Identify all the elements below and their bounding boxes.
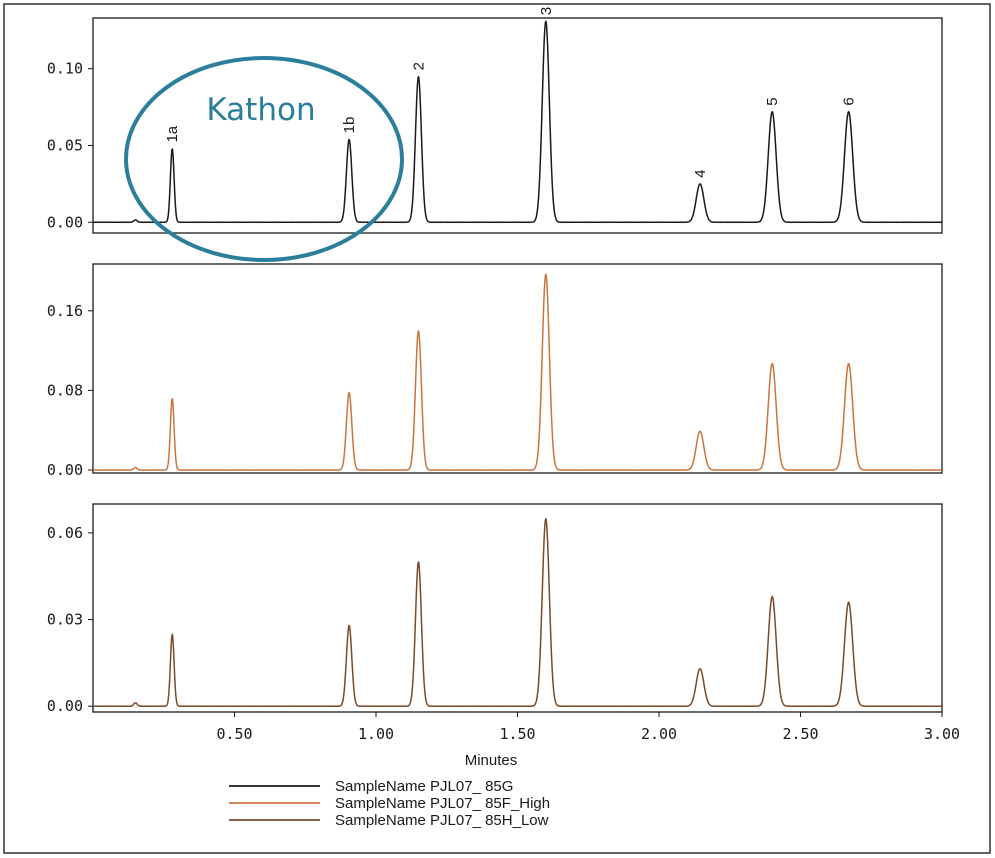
panel-middle-plot-area	[92, 263, 943, 474]
x-axis-title: Minutes	[465, 752, 518, 769]
kathon-annotation: Kathon	[124, 56, 404, 262]
panel-middle: 0.00 0.08 0.16	[47, 263, 943, 479]
y-tick-label: 0.00	[47, 461, 83, 479]
peak-label: 1a	[164, 125, 181, 142]
legend-label: SampleName PJL07_ 85H_Low	[335, 812, 549, 829]
x-tick-label: 0.50	[216, 725, 252, 743]
panel-top-y-axis: 0.00 0.05 0.10	[47, 60, 93, 231]
x-tick-label: 2.50	[782, 725, 818, 743]
peak-label: 6	[841, 97, 858, 105]
peak-label: 2	[410, 62, 427, 70]
peak-label: 5	[764, 97, 781, 105]
x-tick-label: 1.50	[499, 725, 535, 743]
panel-middle-trace	[92, 273, 943, 471]
legend-entry: SampleName PJL07_ 85G	[229, 778, 513, 795]
y-tick-label: 0.08	[47, 381, 83, 399]
panel-bottom-plot-area	[92, 503, 943, 713]
panel-top-peak-labels: 1a 1b 2 3 4 5 6	[164, 7, 857, 178]
panel-top: 0.00 0.05 0.10 1a 1b 2 3 4 5 6	[47, 7, 943, 234]
peak-label: 3	[538, 7, 555, 15]
legend: SampleName PJL07_ 85G SampleName PJL07_ …	[229, 778, 550, 829]
panel-bottom-y-axis: 0.00 0.03 0.06	[47, 524, 93, 715]
x-tick-label: 3.00	[924, 725, 960, 743]
panel-top-trace	[92, 20, 943, 224]
panel-top-plot-area	[92, 17, 943, 234]
kathon-label: Kathon	[206, 92, 315, 128]
figure-frame	[3, 3, 991, 854]
y-tick-label: 0.06	[47, 524, 83, 542]
panel-bottom: 0.00 0.03 0.06 0.50 1.00 1.50 2.00 2.50 3.00	[47, 503, 960, 743]
y-tick-label: 0.16	[47, 302, 83, 320]
legend-entry: SampleName PJL07_ 85F_High	[229, 795, 550, 812]
legend-entry: SampleName PJL07_ 85H_Low	[229, 812, 549, 829]
peak-label: 4	[692, 170, 709, 178]
legend-label: SampleName PJL07_ 85G	[335, 778, 513, 795]
x-axis: 0.50 1.00 1.50 2.00 2.50 3.00	[216, 712, 960, 743]
x-tick-label: 1.00	[358, 725, 394, 743]
y-tick-label: 0.10	[47, 60, 83, 78]
y-tick-label: 0.00	[47, 213, 83, 231]
panel-bottom-trace	[92, 517, 943, 708]
y-tick-label: 0.05	[47, 136, 83, 154]
peak-label: 1b	[341, 117, 358, 134]
y-tick-label: 0.00	[47, 697, 83, 715]
panel-middle-y-axis: 0.00 0.08 0.16	[47, 302, 93, 479]
legend-label: SampleName PJL07_ 85F_High	[335, 795, 550, 812]
kathon-circle	[124, 56, 404, 262]
x-tick-label: 2.00	[641, 725, 677, 743]
y-tick-label: 0.03	[47, 611, 83, 629]
